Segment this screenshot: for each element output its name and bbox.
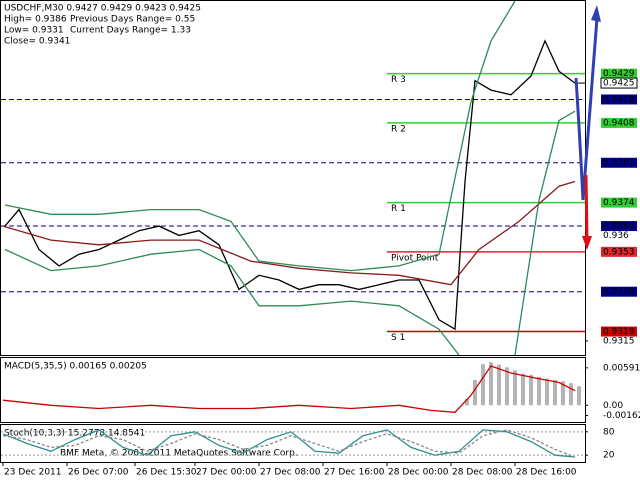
stoch-panel (0, 424, 586, 463)
y-tick-label: 0.00 (603, 401, 623, 411)
histogram-bar (497, 364, 501, 406)
projection-arrow-down (584, 174, 589, 241)
x-tick-label: 23 Dec 2011 (4, 468, 62, 478)
y-tick-label: -0.00162 (603, 411, 640, 421)
histogram-bar (529, 374, 533, 406)
level-tag-label: 0.9418 (603, 95, 635, 105)
info-text: Current Days Range= 1.33 (70, 26, 191, 36)
x-tick-label: 28 Dec 00:00 (388, 468, 449, 478)
symbol-title: USDCHF,M30 0.9427 0.9429 0.9423 0.9425 (4, 4, 201, 14)
level-tag-label: 0.9429 (603, 69, 635, 79)
x-tick-label: 26 Dec 07:00 (68, 468, 129, 478)
level-tag (601, 157, 637, 168)
level-tag (601, 286, 637, 297)
series-line (4, 39, 576, 331)
panel-title: MACD(5,35,5) 0.00165 0.00205 (4, 362, 147, 372)
histogram-bar (489, 362, 493, 406)
x-tick-label: 26 Dec 15:30 (136, 468, 197, 478)
info-text: Previous Days Range= 0.55 (70, 15, 195, 25)
arrowhead-down (582, 236, 592, 250)
info-text: Close= 0.9341 (4, 37, 70, 47)
histogram-bar (545, 378, 549, 406)
level-name: R 2 (391, 124, 406, 134)
series-line (4, 110, 576, 355)
price-tag-label: 0.9425 (603, 79, 635, 89)
level-tag-label: 0.9319 (603, 327, 635, 337)
level-tag (601, 326, 637, 337)
level-tag (601, 68, 637, 79)
histogram-bar (505, 367, 509, 406)
level-tag (601, 117, 637, 128)
level-tag (601, 246, 637, 257)
histogram-bar (481, 364, 485, 406)
level-tag-label: 0.9364 (603, 222, 635, 232)
level-tag-label: 0.9336 (603, 287, 635, 297)
histogram-bar (473, 379, 477, 406)
level-name: S 1 (391, 333, 405, 343)
series-line (2, 429, 576, 458)
y-tick-label: 20 (603, 451, 615, 461)
level-name: R 3 (391, 75, 406, 85)
arrowhead-up (591, 5, 601, 22)
histogram-bar (513, 370, 517, 406)
level-tag (601, 197, 637, 208)
histogram-bar (553, 379, 557, 406)
level-tag-label: 0.9374 (603, 198, 635, 208)
level-tag-label: 0.9391 (603, 158, 635, 168)
x-tick-label: 28 Dec 16:00 (516, 468, 577, 478)
y-tick-label: 0.00591 (603, 363, 640, 373)
x-tick-label: 27 Dec 16:00 (324, 468, 385, 478)
info-text: High= 0.9386 (4, 15, 67, 25)
level-name: R 1 (391, 204, 406, 214)
level-tag (601, 221, 637, 232)
series-line (2, 365, 576, 413)
price-tag (600, 77, 638, 89)
panel-title: Stoch(10,3,3) 15.2778 14.8541 (4, 429, 145, 439)
macd-panel (0, 357, 586, 423)
level-tag-label: 0.9353 (603, 247, 635, 257)
y-tick-label: 0.9315 (603, 336, 635, 346)
level-tag (601, 94, 637, 105)
histogram-bar (537, 376, 541, 406)
level-tag-label: 0.9408 (603, 118, 635, 128)
histogram-bar (577, 386, 581, 406)
watermark: BMF Meta, © 2001-2011 MetaQuotes Softwar… (60, 449, 298, 459)
y-tick-label: 80 (603, 427, 615, 437)
x-tick-label: 27 Dec 00:00 (196, 468, 257, 478)
histogram-bar (561, 381, 565, 406)
series-line (4, 1, 516, 272)
histogram-bar (569, 383, 573, 406)
histogram-bar (465, 398, 469, 406)
series-line (2, 180, 576, 286)
level-name: Pivot Point (391, 253, 439, 263)
y-tick-label: 0.936 (603, 231, 629, 241)
histogram-bar (521, 373, 525, 406)
info-text: Low= 0.9331 (4, 26, 64, 36)
series-line (2, 429, 576, 458)
x-tick-label: 28 Dec 08:00 (452, 468, 513, 478)
projection-arrow-up (574, 17, 599, 201)
x-tick-label: 27 Dec 08:00 (260, 468, 321, 478)
